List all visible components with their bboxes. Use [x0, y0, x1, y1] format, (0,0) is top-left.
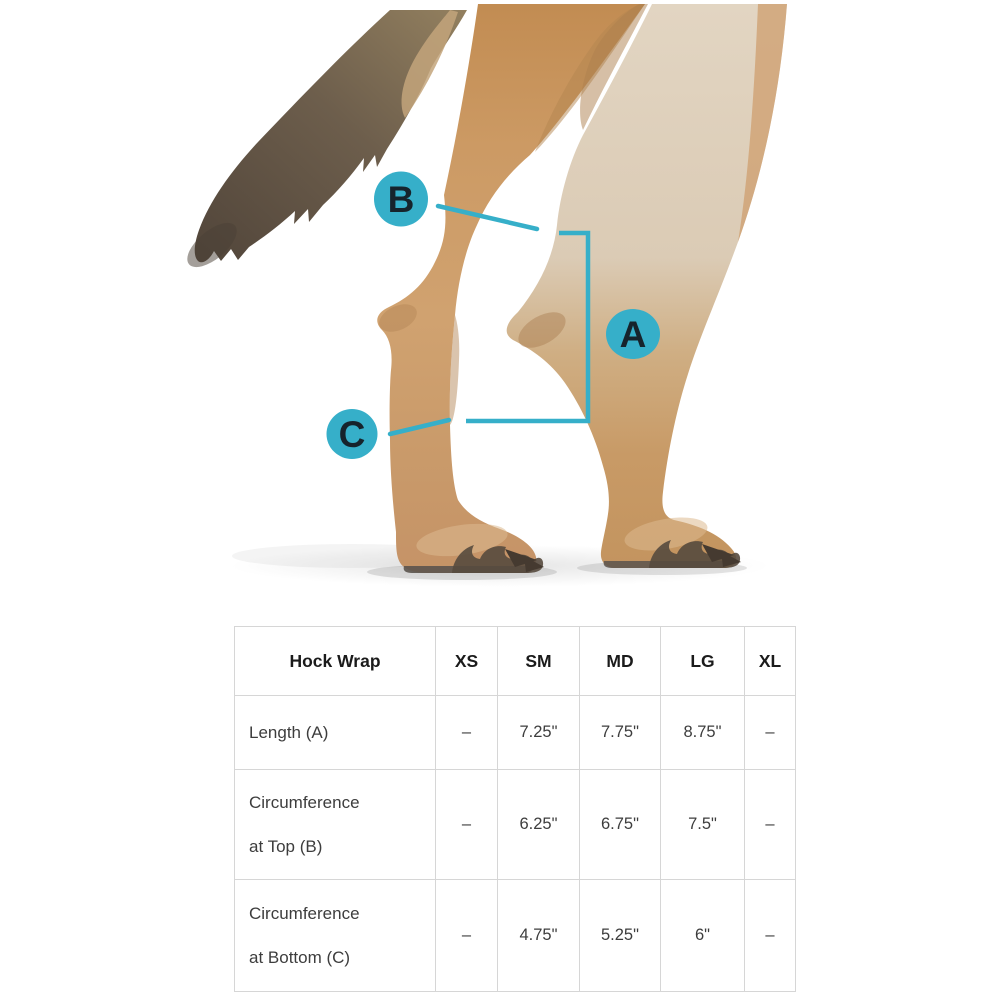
circ-top-lg-value: 7.5": [660, 769, 745, 880]
far-leg-edge-shading: [738, 4, 787, 242]
header-cell-sm: SM: [497, 626, 580, 696]
circ-top-xl-value: –: [744, 769, 796, 880]
circ-bottom-md-value: 5.25": [579, 879, 661, 992]
header-cell-product: Hock Wrap: [234, 626, 436, 696]
header-cell-xl: XL: [744, 626, 796, 696]
near-hind-leg: [377, 4, 645, 573]
far-hind-leg: [506, 4, 787, 568]
header-cell-xs: XS: [435, 626, 498, 696]
measurement-line-b: [435, 203, 540, 232]
dog-tail: [194, 10, 467, 263]
far-paw-fur-highlight: [624, 517, 708, 551]
row-label-circumference-bottom: Circumference at Bottom (C): [234, 879, 436, 992]
table-row-length: Length (A) – 7.25" 7.75" 8.75" –: [234, 695, 796, 770]
measurement-bracket-a: [466, 230, 591, 424]
header-cell-lg: LG: [660, 626, 745, 696]
length-lg-value: 8.75": [660, 695, 745, 770]
leg-crease-shading: [580, 4, 648, 130]
hock-wrap-size-table: Hock Wrap XS SM MD LG XL Length (A) – 7.…: [234, 626, 796, 992]
circ-top-xs-value: –: [435, 769, 498, 880]
near-paw-fur-highlight: [416, 523, 508, 557]
marker-circle-c: [326, 409, 378, 459]
dog-hock-measurement-figure: B A C: [187, 4, 787, 587]
length-xs-value: –: [435, 695, 498, 770]
tail-tip-shading: [187, 222, 237, 268]
marker-circle-b: [374, 171, 428, 227]
circ-bottom-sm-value: 4.75": [497, 879, 580, 992]
length-xl-value: –: [744, 695, 796, 770]
near-hock-shading: [379, 304, 417, 332]
circ-bottom-xl-value: –: [744, 879, 796, 992]
near-leg-front-shading: [449, 315, 460, 425]
circ-bottom-xs-value: –: [435, 879, 498, 992]
table-row-circumference-bottom: Circumference at Bottom (C) – 4.75" 5.25…: [234, 879, 796, 992]
length-sm-value: 7.25": [497, 695, 580, 770]
circ-top-md-value: 6.75": [579, 769, 661, 880]
table-row-circumference-top: Circumference at Top (B) – 6.25" 6.75" 7…: [234, 769, 796, 880]
tail-highlight: [401, 10, 458, 118]
row-label-circumference-top: Circumference at Top (B): [234, 769, 436, 880]
marker-letter-b: B: [388, 179, 415, 220]
length-md-value: 7.75": [579, 695, 661, 770]
row-label-length: Length (A): [234, 695, 436, 770]
far-hock-shading: [518, 312, 566, 348]
size-table-header-row: Hock Wrap XS SM MD LG XL: [234, 626, 796, 696]
marker-circle-a: [606, 309, 660, 359]
header-cell-md: MD: [579, 626, 661, 696]
marker-letter-a: A: [620, 314, 647, 355]
circ-bottom-lg-value: 6": [660, 879, 745, 992]
measurement-line-c: [387, 417, 452, 437]
marker-letter-c: C: [339, 414, 366, 455]
circ-top-sm-value: 6.25": [497, 769, 580, 880]
